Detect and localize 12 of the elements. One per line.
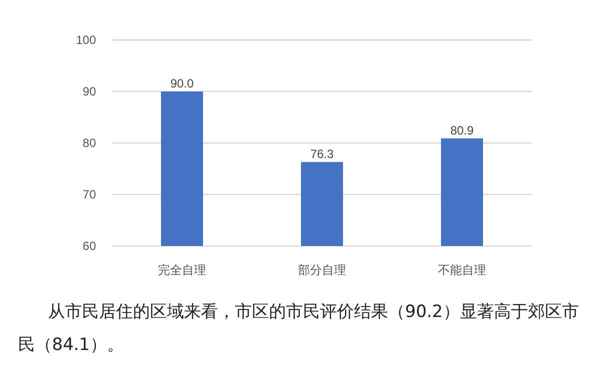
data-label: 80.9 — [450, 123, 474, 138]
x-tick-label: 部分自理 — [298, 263, 346, 277]
data-label: 90.0 — [170, 76, 194, 90]
data-label: 76.3 — [310, 147, 334, 162]
y-tick-label: 90 — [82, 84, 96, 98]
x-tick-label: 不能自理 — [438, 263, 486, 277]
y-tick-label: 60 — [82, 239, 96, 253]
text: 从市民居住的区域来看，市区的市民评价结果（90.2）显著高于郊区市民（84.1）。 — [18, 301, 580, 357]
y-tick-label: 80 — [82, 136, 96, 150]
y-tick-label: 70 — [82, 188, 96, 202]
x-tick-label: 完全自理 — [158, 263, 206, 277]
y-tick-label: 100 — [76, 33, 96, 47]
